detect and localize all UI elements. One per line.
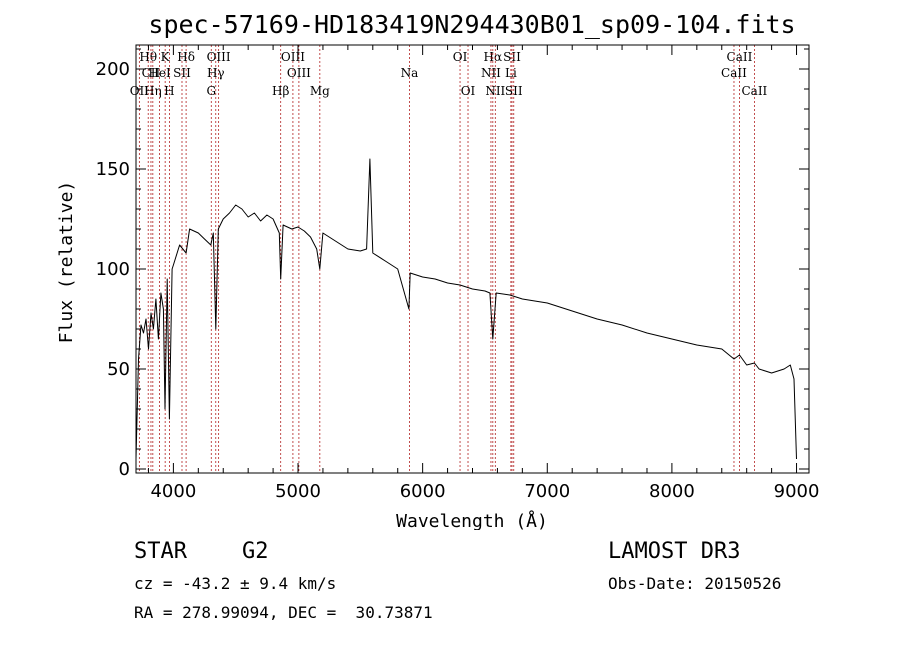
marker-label-19: Hα [484, 50, 503, 64]
chart-title: spec-57169-HD183419N294430B01_sp09-104.f… [148, 10, 795, 39]
marker-label-5: HeI [148, 66, 171, 80]
x-axis-label: Wavelength (Å) [396, 510, 548, 530]
marker-label-20: NII [481, 66, 501, 80]
object-subclass: G2 [242, 539, 269, 564]
marker-label-17: OI [453, 50, 468, 64]
x-tick-label: 8000 [649, 481, 695, 502]
y-tick-label: 0 [119, 459, 130, 480]
y-tick-label: 150 [96, 159, 130, 180]
marker-label-26: CaII [721, 66, 747, 80]
spectrum-chart: spec-57169-HD183419N294430B01_sp09-104.f… [56, 10, 820, 530]
x-tick-label: 4000 [150, 481, 196, 502]
series-line-flux [135, 158, 797, 460]
marker-label-2: Hη [144, 84, 162, 98]
marker-label-21: NII [485, 84, 505, 98]
marker-label-23: Li [505, 66, 517, 80]
marker-label-10: Hγ [207, 66, 225, 80]
survey-name: LAMOST DR3 [608, 539, 741, 564]
spectrum-series [135, 158, 797, 460]
marker-label-11: G [206, 84, 216, 98]
x-tick-label: 7000 [524, 481, 570, 502]
x-tick-label: 6000 [400, 481, 446, 502]
y-axis: 0 50 100 150 200 [96, 48, 809, 480]
plot-frame [135, 44, 810, 474]
marker-label-7: Hδ [177, 50, 195, 64]
marker-label-0: OII [130, 84, 150, 98]
x-axis: 4000 5000 6000 7000 8000 9000 [147, 45, 820, 502]
redshift-cz: cz = -43.2 ± 9.4 km/s [134, 574, 337, 593]
marker-label-18: OI [461, 84, 476, 98]
marker-label-24: SII [505, 84, 523, 98]
marker-label-13: OIII [281, 50, 305, 64]
object-class: STAR [134, 539, 187, 564]
ra-dec: RA = 278.99094, DEC = 30.73871 [134, 603, 433, 622]
marker-label-14: OIII [287, 66, 311, 80]
observation-date: Obs-Date: 20150526 [608, 574, 782, 593]
marker-label-9: OIII [207, 50, 231, 64]
marker-label-3: CII [142, 66, 161, 80]
marker-label-6: H [164, 84, 174, 98]
marker-label-16: Na [401, 66, 419, 80]
y-tick-label: 50 [107, 359, 130, 380]
marker-label-1: Hθ [139, 50, 157, 64]
marker-label-12: Hβ [272, 84, 289, 98]
marker-label-27: CaII [741, 84, 767, 98]
marker-label-25: CaII [727, 50, 753, 64]
y-tick-label: 200 [96, 59, 130, 80]
x-tick-label: 9000 [774, 481, 820, 502]
y-axis-label: Flux (relative) [56, 181, 77, 344]
marker-label-8: SII [173, 66, 191, 80]
x-tick-label: 5000 [275, 481, 321, 502]
marker-label-15: Mg [310, 84, 330, 98]
marker-label-22: SII [503, 50, 521, 64]
marker-label-4: K [161, 50, 171, 64]
y-tick-label: 100 [96, 259, 130, 280]
